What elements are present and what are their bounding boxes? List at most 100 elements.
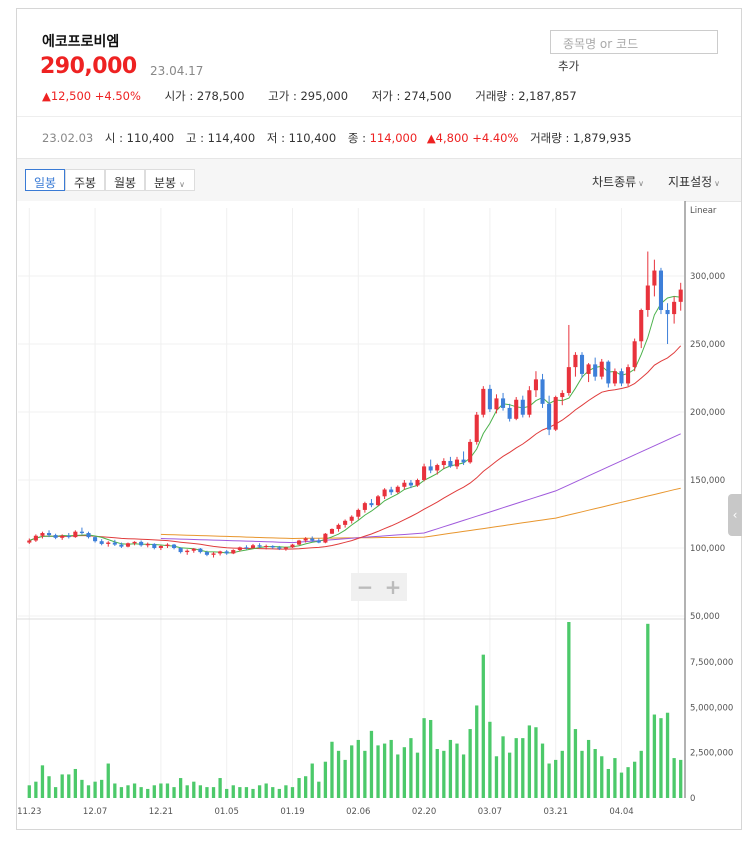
volume-bar [257,785,262,798]
volume-bar [600,756,604,798]
candle-body [323,533,328,543]
candle-volume: 거래량 : 1,879,935 [530,131,632,145]
candle-body [191,548,196,551]
volume-bar [633,761,637,798]
volume-bar [290,787,295,798]
candle-low: 저 : 110,400 [266,131,337,145]
stock-name: 에코프로비엠 [42,34,120,50]
volume-bar [363,750,367,798]
chart-type-menu[interactable]: 차트종류 ∨ [592,173,644,190]
candle-body [658,270,664,310]
ma5-line [29,295,681,554]
volume-bar [330,741,334,798]
volume-bar [67,774,71,798]
candle-body [507,407,512,419]
volume-bar [461,754,466,798]
candle-body [652,270,657,286]
volume-bar [659,718,663,798]
volume-bar [619,772,624,798]
candle-body [329,528,335,534]
candle-body [481,388,486,415]
search-input[interactable]: 종목명 or 코드 [550,30,718,54]
candle-body [198,548,203,553]
candle-body [53,535,58,538]
volume-bar [560,750,564,798]
candle-change: ▲4,800 +4.40% [426,131,519,145]
volume-bar [336,750,341,798]
candle-body [40,533,45,536]
divider [17,116,741,117]
volume-bar [205,787,209,798]
volume-bar [672,758,676,798]
volume-bar [271,787,275,798]
volume-bar [501,736,505,798]
volume-bar [402,747,406,798]
x-tick-label: 12.07 [83,807,107,817]
volume-bar [350,745,354,798]
tab-weekly[interactable]: 주봉 [65,169,105,191]
volume-bar [80,779,84,798]
candle-body [520,399,525,415]
candle-body [79,531,84,534]
volume-bar [238,787,242,798]
candle-body [218,551,223,554]
volume-tick-label: 2,500,000 [690,749,733,759]
high-price: 고가 : 295,000 [268,89,349,103]
candle-body [375,496,381,506]
candle-body [678,289,683,302]
price-tick-label: 300,000 [690,272,725,282]
candle-body [178,548,183,553]
volume-bar [304,776,308,798]
candle-body [468,441,473,463]
tab-monthly[interactable]: 월봉 [105,169,145,191]
candle-body [415,480,420,486]
indicator-menu[interactable]: 지표설정 ∨ [668,173,720,190]
volume-bar [593,749,597,798]
candle-body [60,535,65,538]
candle-body [349,516,354,521]
volume-bar [534,727,538,798]
volume-bar [251,788,255,798]
volume-bar [284,785,288,798]
candle-body [119,544,124,547]
open-price: 시가 : 278,500 [164,89,245,103]
volume-tick-label: 5,000,000 [690,703,733,713]
volume-bar [119,787,124,798]
volume-bar [646,623,650,798]
tab-minute[interactable]: 분봉 ∨ [145,169,195,191]
candle-body [533,379,538,391]
volume-bar [382,743,387,798]
volume-bar [165,783,170,798]
volume-bar [323,761,328,798]
volume-bar [540,743,545,798]
candle-body [632,341,637,368]
volume-bar [475,705,479,798]
zoom-in-button[interactable]: + [384,575,402,599]
candle-body [93,537,98,542]
candle-close-label: 종 : [347,131,366,145]
candle-body [343,520,348,525]
quote-summary: ▲12,500 +4.50% 시가 : 278,500 고가 : 295,000… [42,88,577,104]
candle-body [645,285,650,310]
volume-bar [369,730,374,798]
volume-bar [146,788,150,798]
volume-bar [554,759,558,798]
candle-body [487,388,492,410]
price-tick-label: 150,000 [690,476,725,486]
candle-body [579,354,585,374]
add-button[interactable]: 추가 [558,59,580,73]
candle-body [158,545,163,548]
candle-body [566,367,571,393]
x-tick-label: 11.23 [17,807,41,817]
candle-body [316,540,321,543]
volume-bar [47,776,51,798]
scale-label: Linear [690,206,717,216]
candle-body [172,544,177,548]
tab-daily[interactable]: 일봉 [25,169,65,191]
x-tick-label: 02.06 [346,807,370,817]
side-panel-toggle[interactable]: ‹ [728,494,742,536]
chevron-down-icon: ∨ [714,179,721,188]
candle-body [639,310,644,342]
zoom-out-button[interactable]: − [356,575,374,599]
